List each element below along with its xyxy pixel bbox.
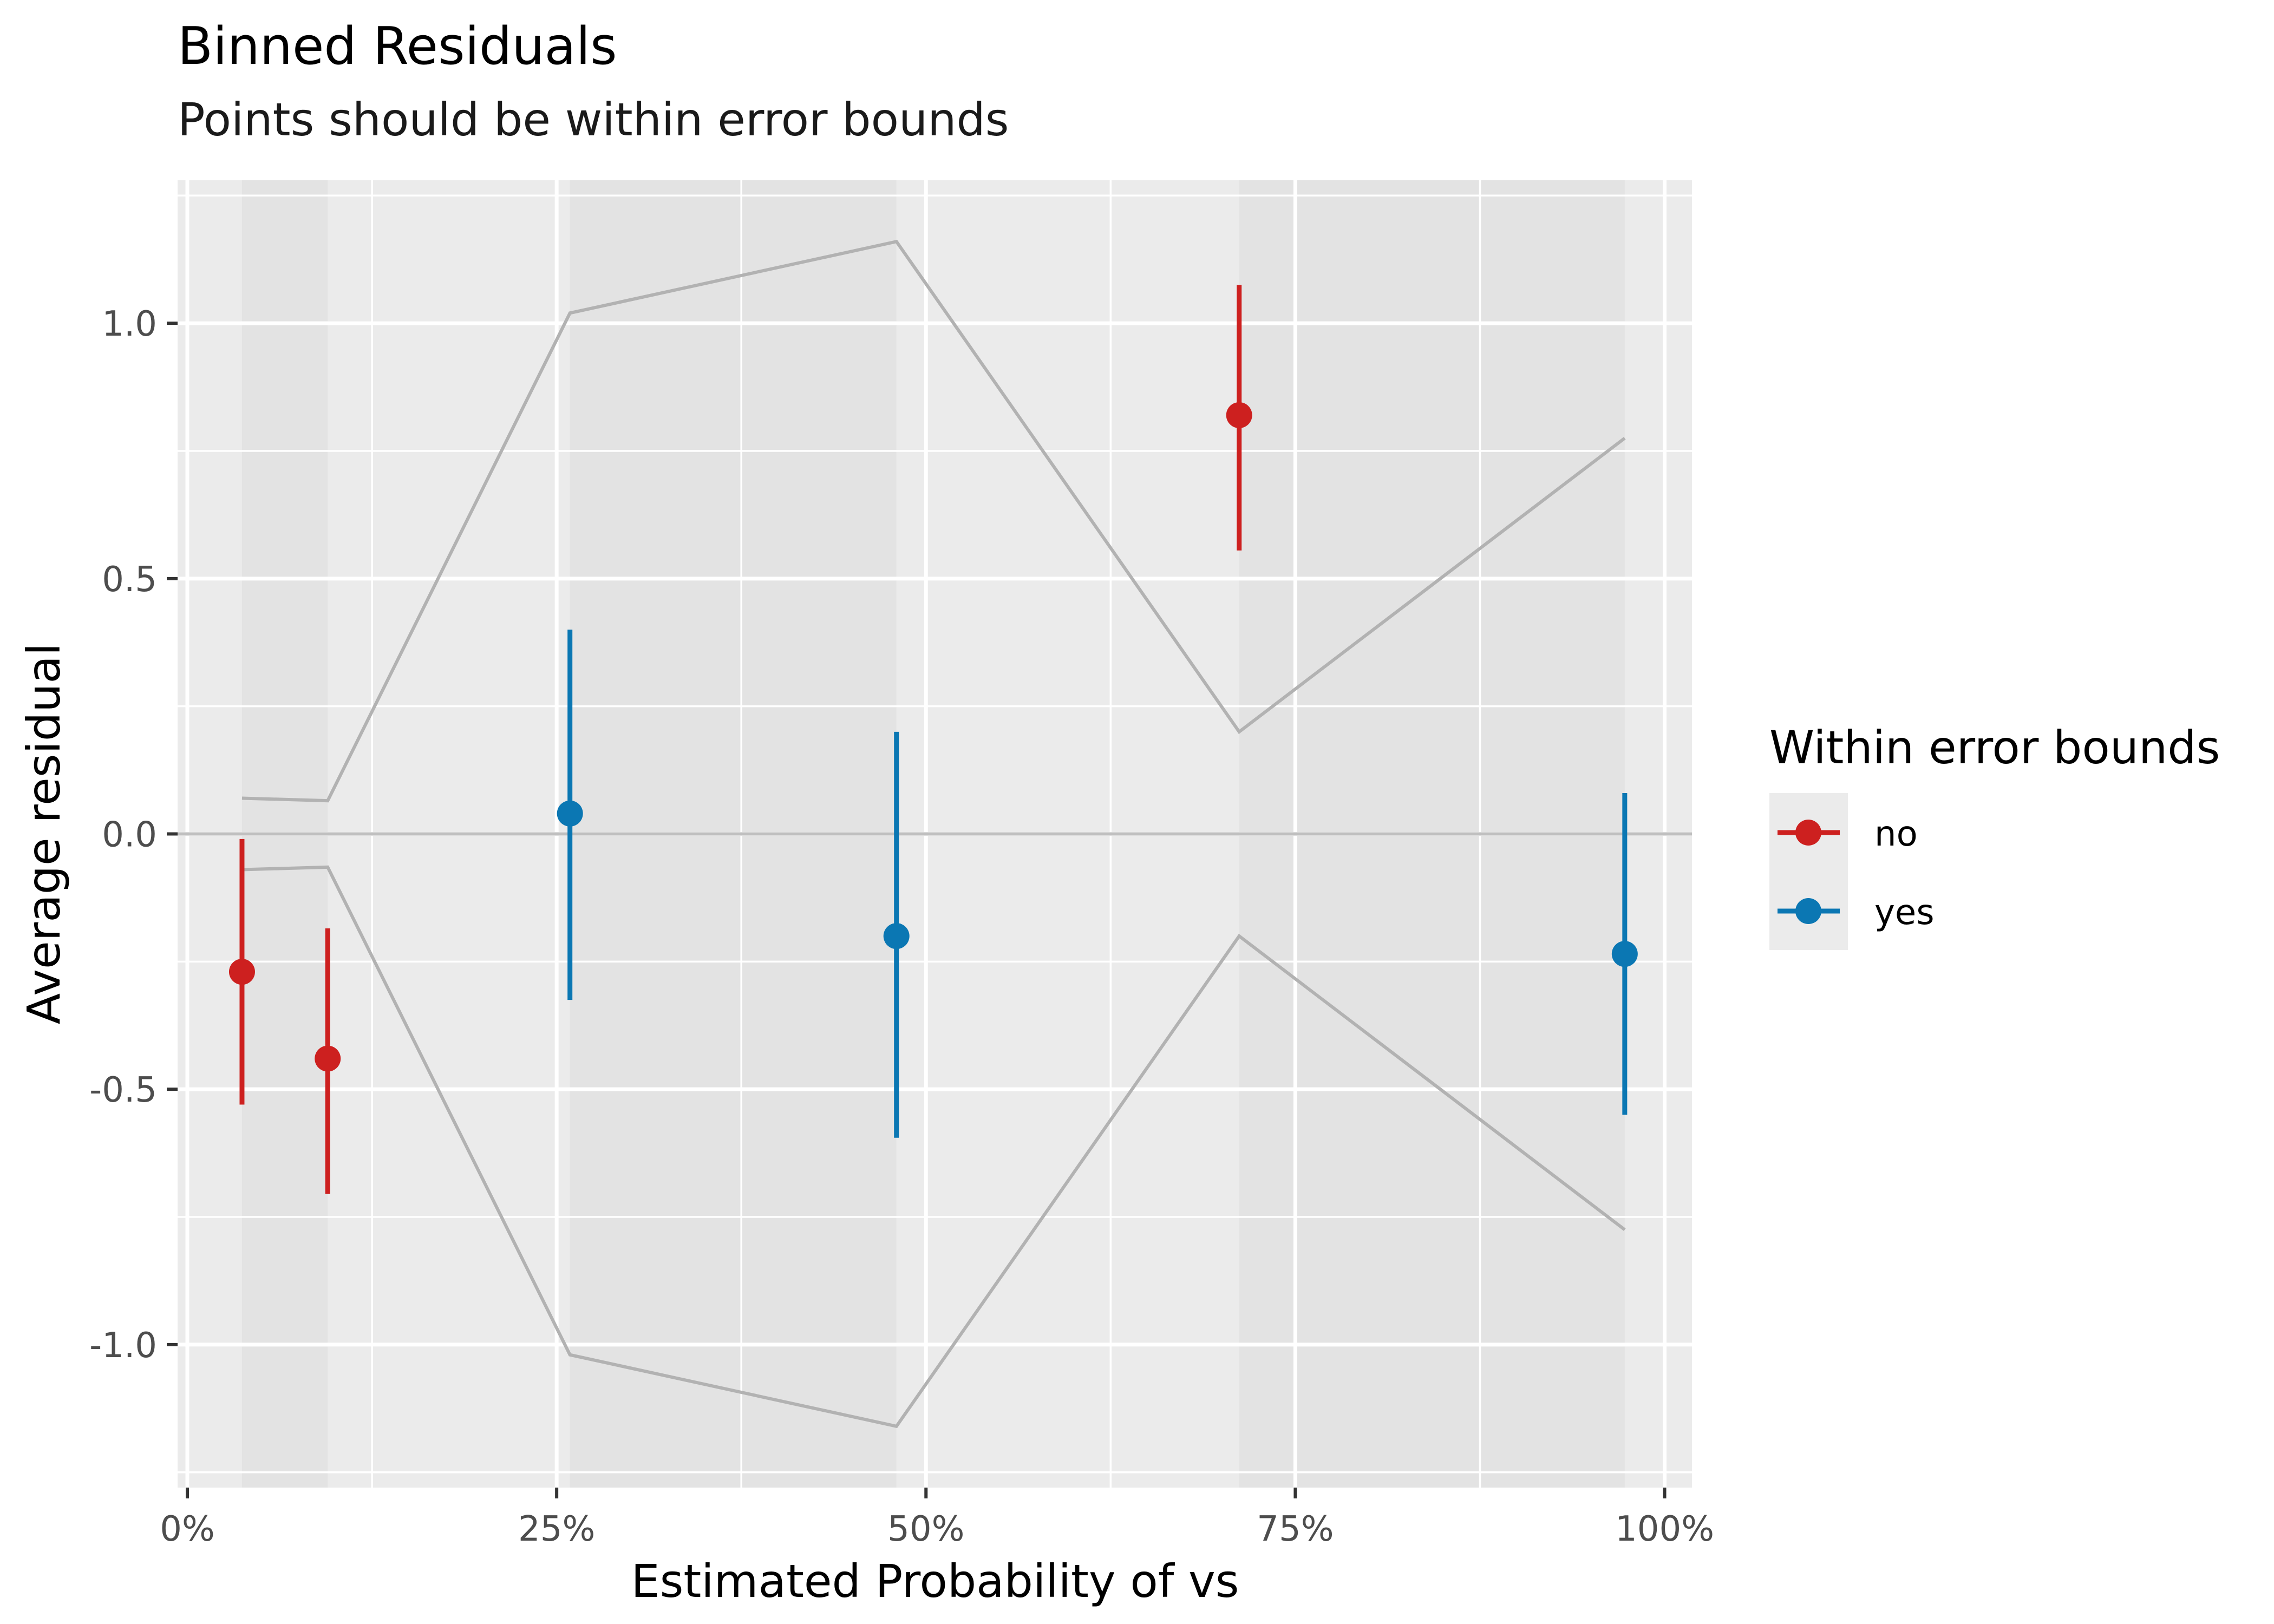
legend: Within error bounds no yes bbox=[1769, 721, 2220, 950]
x-tick-label: 25% bbox=[518, 1509, 595, 1549]
x-tick-label: 0% bbox=[160, 1509, 215, 1549]
x-tick-label: 100% bbox=[1615, 1509, 1714, 1549]
residual-point-yes bbox=[1611, 941, 1638, 967]
legend-title: Within error bounds bbox=[1769, 721, 2220, 774]
residual-point-no bbox=[1226, 402, 1252, 428]
residual-point-yes bbox=[557, 800, 583, 827]
x-axis-title: Estimated Probability of vs bbox=[631, 1555, 1239, 1608]
legend-key-point-no bbox=[1795, 820, 1821, 846]
y-tick-label: 0.0 bbox=[102, 815, 157, 855]
legend-label-no: no bbox=[1874, 814, 1918, 854]
y-tick-label: -1.0 bbox=[89, 1326, 157, 1366]
error-bound-lines bbox=[241, 239, 1626, 1429]
residual-point-no bbox=[315, 1045, 341, 1072]
legend-label-yes: yes bbox=[1874, 893, 1935, 933]
x-tick-label: 75% bbox=[1257, 1509, 1334, 1549]
y-axis-ticks: -1.0 -0.5 0.0 0.5 1.0 bbox=[89, 304, 178, 1366]
y-tick-label: -0.5 bbox=[89, 1070, 157, 1110]
y-tick-label: 0.5 bbox=[102, 560, 157, 600]
upper-error-bound bbox=[241, 239, 1626, 803]
x-tick-label: 50% bbox=[887, 1509, 964, 1549]
x-axis-ticks: 0% 25% 50% 75% 100% bbox=[160, 1488, 1714, 1549]
chart-subtitle: Points should be within error bounds bbox=[178, 93, 1009, 146]
lower-error-bound bbox=[241, 865, 1626, 1429]
y-tick-label: 1.0 bbox=[102, 304, 157, 344]
residual-points bbox=[228, 402, 1638, 1072]
residual-point-no bbox=[228, 959, 255, 985]
y-axis-title: Average residual bbox=[17, 643, 70, 1024]
residual-point-yes bbox=[883, 923, 910, 949]
chart-title: Binned Residuals bbox=[178, 17, 617, 76]
legend-key-point-yes bbox=[1795, 898, 1821, 924]
